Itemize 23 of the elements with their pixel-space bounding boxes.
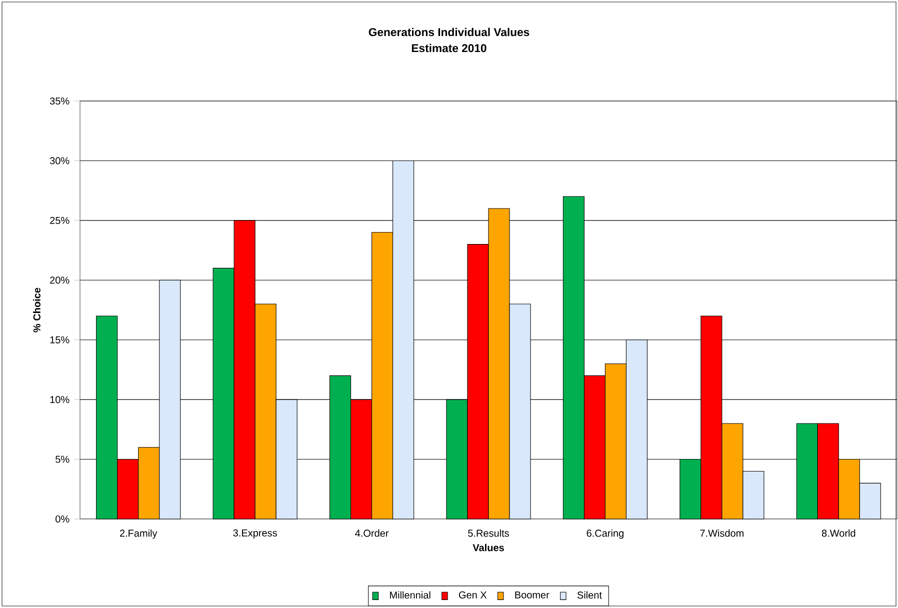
y-axis-title: % Choice [33, 288, 40, 332]
x-tick-label: 2.Family [120, 529, 158, 539]
y-tick-label: 15% [50, 336, 70, 344]
y-tick-label: 30% [50, 157, 70, 164]
legend-label: Silent [577, 591, 602, 599]
chart-title: Generations Individual Values [368, 28, 530, 36]
x-tick-label: 4.Order [355, 529, 389, 537]
x-tick-label: 3.Express [233, 529, 277, 538]
legend-label: Millennial [390, 591, 430, 599]
x-tick-label: 6.Caring [586, 529, 624, 539]
legend-label: Boomer [515, 591, 550, 598]
chart-subtitle: Estimate 2010 [412, 44, 486, 52]
x-tick-label: 8.World [822, 529, 856, 537]
y-tick-label: 25% [50, 216, 70, 224]
legend-label: Gen X [458, 591, 487, 598]
y-tick-label: 20% [50, 276, 70, 284]
y-tick-label: 35% [50, 97, 70, 105]
x-tick-label: 7.Wisdom [700, 529, 744, 537]
x-tick-label: 5.Results [468, 529, 509, 537]
x-axis-title: Values [472, 544, 504, 552]
y-tick-label: 0% [56, 515, 70, 523]
y-tick-label: 5% [56, 456, 70, 463]
y-tick-label: 10% [50, 396, 70, 404]
